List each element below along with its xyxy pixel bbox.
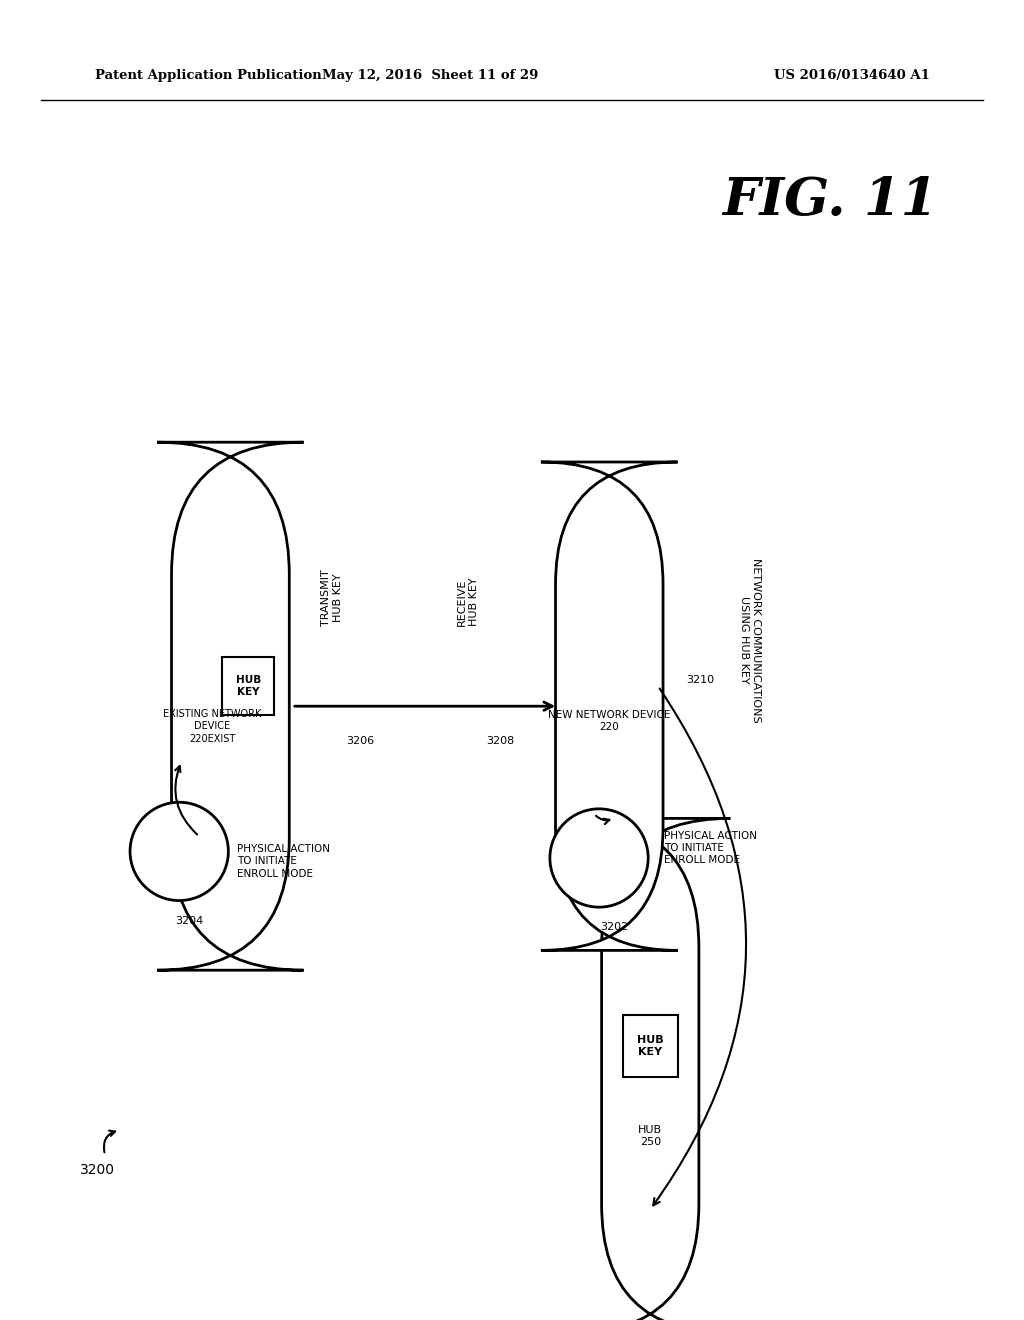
- Circle shape: [550, 809, 648, 907]
- Bar: [222, 657, 274, 715]
- Text: 3206: 3206: [346, 737, 374, 746]
- FancyBboxPatch shape: [570, 818, 730, 1320]
- Text: 3204: 3204: [175, 916, 204, 925]
- Circle shape: [130, 803, 228, 900]
- Text: FIG. 11: FIG. 11: [722, 174, 938, 226]
- Text: HUB
250: HUB 250: [638, 1125, 663, 1147]
- Text: EXISTING NETWORK
DEVICE
220EXIST: EXISTING NETWORK DEVICE 220EXIST: [163, 709, 261, 743]
- Text: 3202: 3202: [600, 923, 628, 932]
- Text: NEW NETWORK DEVICE
220: NEW NETWORK DEVICE 220: [548, 710, 671, 733]
- Text: Patent Application Publication: Patent Application Publication: [95, 69, 322, 82]
- Text: May 12, 2016  Sheet 11 of 29: May 12, 2016 Sheet 11 of 29: [322, 69, 539, 82]
- Text: HUB
KEY: HUB KEY: [236, 676, 261, 697]
- Text: HUB
KEY: HUB KEY: [637, 1035, 664, 1056]
- Text: RECEIVE
HUB KEY: RECEIVE HUB KEY: [457, 578, 479, 626]
- Bar: [623, 1015, 678, 1077]
- Text: PHYSICAL ACTION
TO INITIATE
ENROLL MODE: PHYSICAL ACTION TO INITIATE ENROLL MODE: [664, 830, 757, 866]
- Text: 3210: 3210: [686, 675, 714, 685]
- FancyBboxPatch shape: [541, 462, 678, 950]
- Text: US 2016/0134640 A1: US 2016/0134640 A1: [774, 69, 930, 82]
- Text: NETWORK COMMUNICATIONS
USING HUB KEY: NETWORK COMMUNICATIONS USING HUB KEY: [738, 557, 761, 722]
- FancyBboxPatch shape: [158, 442, 303, 970]
- Text: PHYSICAL ACTION
TO INITIATE
ENROLL MODE: PHYSICAL ACTION TO INITIATE ENROLL MODE: [238, 843, 330, 879]
- Text: 3200: 3200: [80, 1163, 115, 1177]
- Text: 3208: 3208: [486, 737, 514, 746]
- Text: TRANSMIT
HUB KEY: TRANSMIT HUB KEY: [321, 569, 343, 626]
